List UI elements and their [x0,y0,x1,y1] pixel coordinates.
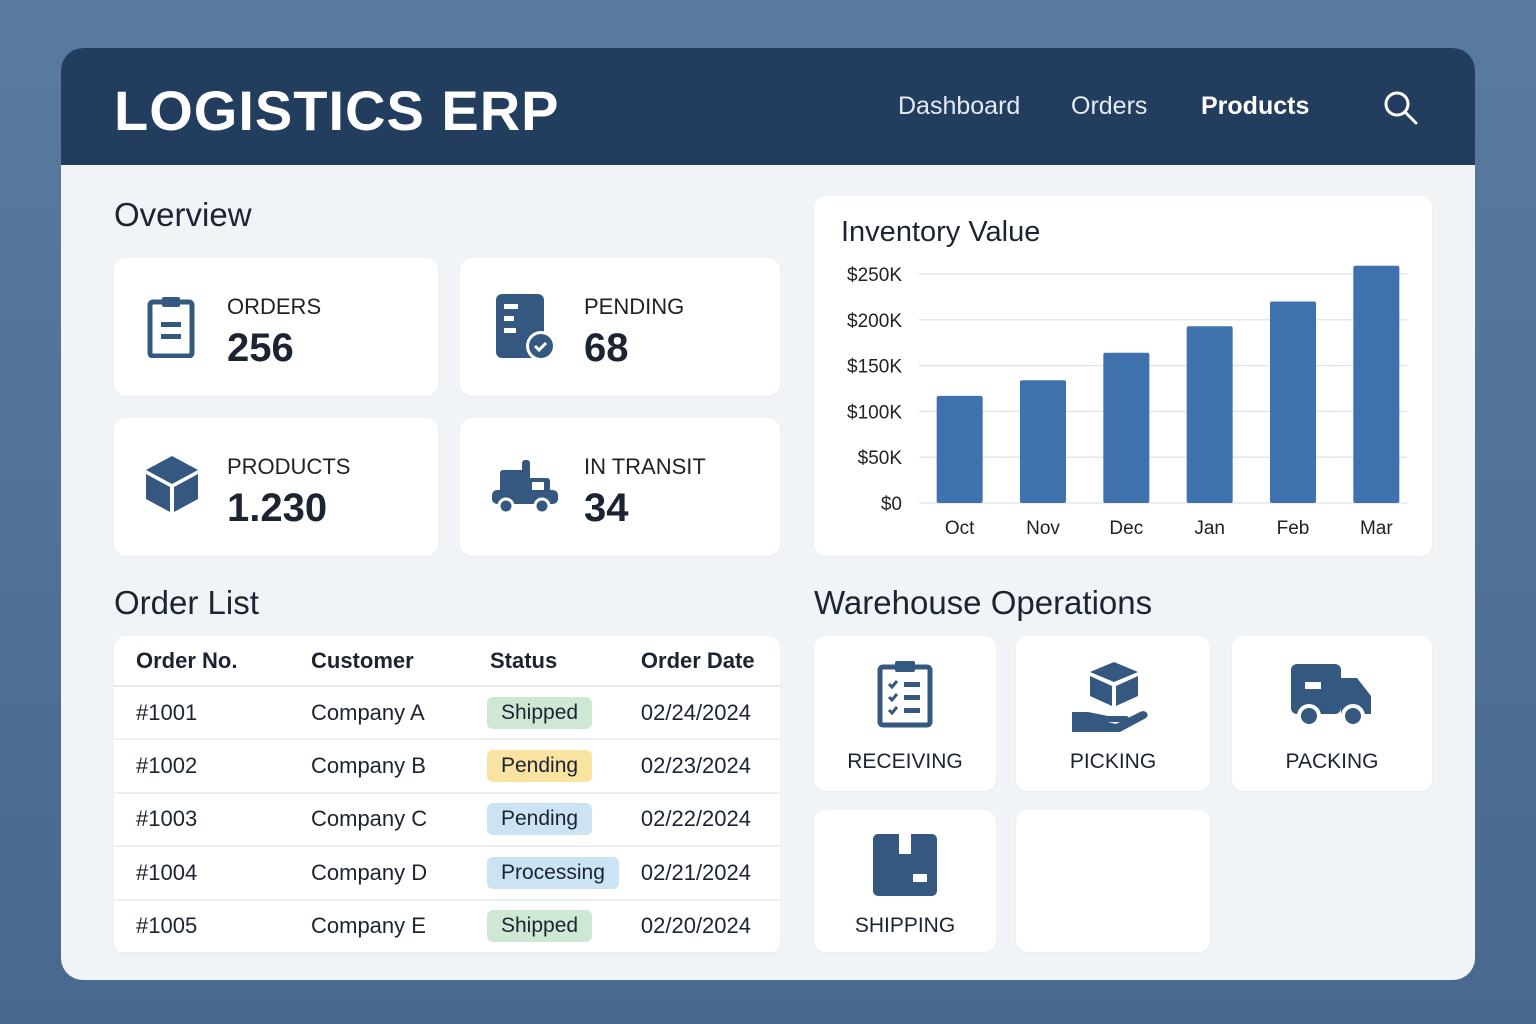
customer: Company C [289,792,471,848]
truck-icon [492,460,558,515]
app-window: LOGISTICS ERP Dashboard Orders Products … [61,48,1475,980]
order-date: 02/24/2024 [618,686,780,741]
order-no: #1002 [114,739,289,794]
bar-mar [1353,265,1400,503]
app-title: LOGISTICS ERP [114,79,560,142]
stat-label: PRODUCTS [227,454,351,479]
y-tick-label: $50K [858,448,903,469]
table-row[interactable]: #1004 Company D Processing 02/21/2024 [114,846,780,901]
delivery-truck-icon [1291,664,1371,728]
order-date: 02/22/2024 [618,792,780,848]
stat-card-pending[interactable]: PENDING 68 [460,258,780,396]
x-tick-label: Nov [1026,518,1060,539]
warehouse-shipping[interactable]: SHIPPING [814,810,996,952]
y-tick-label: $0 [881,494,902,515]
top-header: LOGISTICS ERP Dashboard Orders Products [61,48,1475,165]
warehouse-label: PICKING [1069,750,1157,773]
order-date: 02/20/2024 [618,899,780,954]
order-no: #1005 [114,899,289,954]
y-tick-label: $150K [847,357,902,378]
hand-box-icon [1072,662,1148,732]
status-badge: Shipped [487,910,593,943]
overview-title: Overview [114,196,252,233]
x-tick-label: Feb [1277,518,1310,539]
col-status[interactable]: Status [471,636,619,687]
nav-orders[interactable]: Orders [1071,92,1148,120]
warehouse-empty-slot [1016,810,1210,952]
customer: Company E [289,899,471,954]
warehouse-packing[interactable]: PACKING [1232,636,1432,791]
bar-feb [1270,301,1316,503]
stat-label: ORDERS [227,294,322,319]
nav-products[interactable]: Products [1201,92,1310,120]
warehouse-label: SHIPPING [854,914,956,937]
order-list-title: Order List [114,584,259,621]
table-row[interactable]: #1001 Company A Shipped 02/24/2024 [114,686,780,741]
order-no: #1003 [114,792,289,848]
clipboard-icon [147,297,195,358]
checklist-icon [877,661,933,728]
status-badge: Pending [487,750,593,783]
warehouse-label: PACKING [1285,750,1379,773]
stat-card-orders[interactable]: ORDERS 256 [114,258,438,396]
order-date: 02/21/2024 [618,846,780,901]
customer: Company B [289,739,471,794]
box-icon [146,456,198,512]
order-date: 02/23/2024 [618,739,780,794]
inventory-bar-chart: $0 $50K $100K $150K $200K $250K Oct Nov Dec Jan Fe… [847,265,1407,539]
status-badge: Processing [487,856,619,889]
col-customer[interactable]: Customer [289,636,471,687]
bar-jan [1186,326,1233,503]
order-table: Order No. Customer Status Order Date #10… [114,636,780,954]
warehouse-title: Warehouse Operations [814,584,1153,621]
stat-label: PENDING [584,294,685,319]
table-row[interactable]: #1005 Company E Shipped 02/20/2024 [114,899,780,954]
warehouse-receiving[interactable]: RECEIVING [814,636,996,791]
inventory-chart-card: Inventory Value $0 $50K $100K $150K $200K $25… [814,196,1432,556]
x-tick-label: Dec [1109,518,1143,539]
customer: Company A [289,686,471,741]
y-tick-label: $250K [847,265,902,286]
stat-card-products[interactable]: PRODUCTS 1.230 [114,418,438,556]
status-badge: Shipped [487,696,593,729]
bar-dec [1103,352,1150,503]
stat-label: IN TRANSIT [584,454,706,479]
package-icon [873,834,937,896]
stat-value: 68 [584,326,629,370]
customer: Company D [289,846,471,901]
warehouse-picking[interactable]: PICKING [1016,636,1210,791]
y-tick-label: $200K [847,311,902,332]
order-no: #1004 [114,846,289,901]
document-check-icon [496,294,556,361]
search-icon[interactable] [1383,90,1419,126]
x-tick-label: Oct [945,518,975,539]
y-tick-label: $100K [847,402,902,423]
stat-value: 256 [227,326,294,370]
stat-value: 34 [584,486,629,530]
nav-dashboard[interactable]: Dashboard [898,92,1021,120]
warehouse-label: RECEIVING [847,750,963,773]
col-order-no[interactable]: Order No. [114,636,289,687]
status-badge: Pending [487,803,593,836]
table-header-row: Order No. Customer Status Order Date [114,636,780,687]
stat-value: 1.230 [227,486,328,530]
col-order-date[interactable]: Order Date [618,636,780,687]
chart-title: Inventory Value [841,216,1041,248]
stat-card-in-transit[interactable]: IN TRANSIT 34 [460,418,780,556]
bar-nov [1020,380,1066,503]
x-tick-label: Mar [1360,518,1393,539]
table-row[interactable]: #1003 Company C Pending 02/22/2024 [114,792,780,848]
table-row[interactable]: #1002 Company B Pending 02/23/2024 [114,739,780,794]
bar-oct [936,395,983,503]
x-tick-label: Jan [1194,518,1225,539]
order-no: #1001 [114,686,289,741]
